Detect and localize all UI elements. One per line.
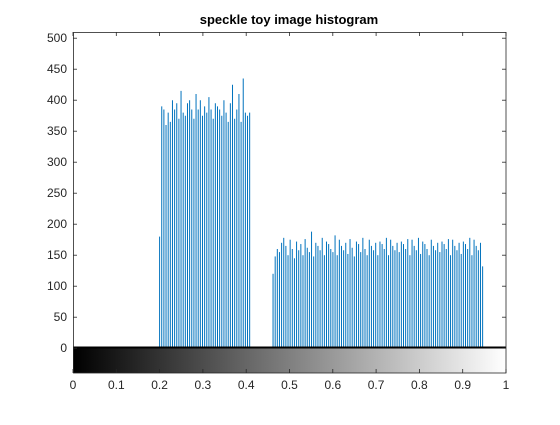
y-tick-label: 0: [60, 341, 67, 355]
y-tick-label: 450: [47, 62, 67, 76]
x-tick-label: 0.1: [108, 378, 125, 392]
chart-title: speckle toy image histogram: [200, 12, 378, 27]
y-tick-label: 250: [47, 186, 67, 200]
x-tick-label: 0: [70, 378, 77, 392]
plot-area: [73, 32, 506, 373]
y-tick-label: 150: [47, 248, 67, 262]
y-tick-label: 200: [47, 217, 67, 231]
x-tick-label: 0.6: [324, 378, 341, 392]
x-tick-label: 0.9: [454, 378, 471, 392]
y-tick-label: 400: [47, 93, 67, 107]
y-tick-label: 300: [47, 155, 67, 169]
y-axis-ticks: 0 50 100 150 200 250 300 350 400 450 500: [47, 31, 506, 355]
x-tick-label: 0.4: [238, 378, 255, 392]
x-tick-label: 0.5: [281, 378, 298, 392]
x-tick-label: 0.8: [411, 378, 428, 392]
x-tick-label: 0.7: [368, 378, 385, 392]
x-tick-label: 0.2: [151, 378, 168, 392]
x-axis-ticks: 0 0.1 0.2 0.3 0.4 0.5 0.6 0.7 0.8 0.9 1: [70, 32, 510, 392]
y-tick-label: 500: [47, 31, 67, 45]
y-tick-label: 350: [47, 124, 67, 138]
y-tick-label: 50: [54, 310, 68, 324]
bars-group: [159, 78, 484, 349]
x-tick-label: 0.3: [195, 378, 212, 392]
x-tick-label: 1: [503, 378, 510, 392]
grayscale-colorbar: [73, 347, 506, 373]
axes-box: [73, 32, 507, 374]
y-tick-label: 100: [47, 279, 67, 293]
